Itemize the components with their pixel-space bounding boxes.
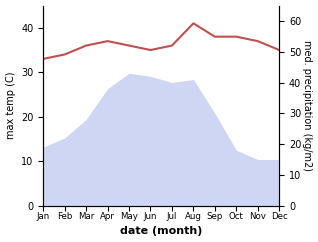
Y-axis label: med. precipitation (kg/m2): med. precipitation (kg/m2) [302, 40, 313, 171]
Y-axis label: max temp (C): max temp (C) [5, 72, 16, 139]
X-axis label: date (month): date (month) [120, 227, 203, 236]
